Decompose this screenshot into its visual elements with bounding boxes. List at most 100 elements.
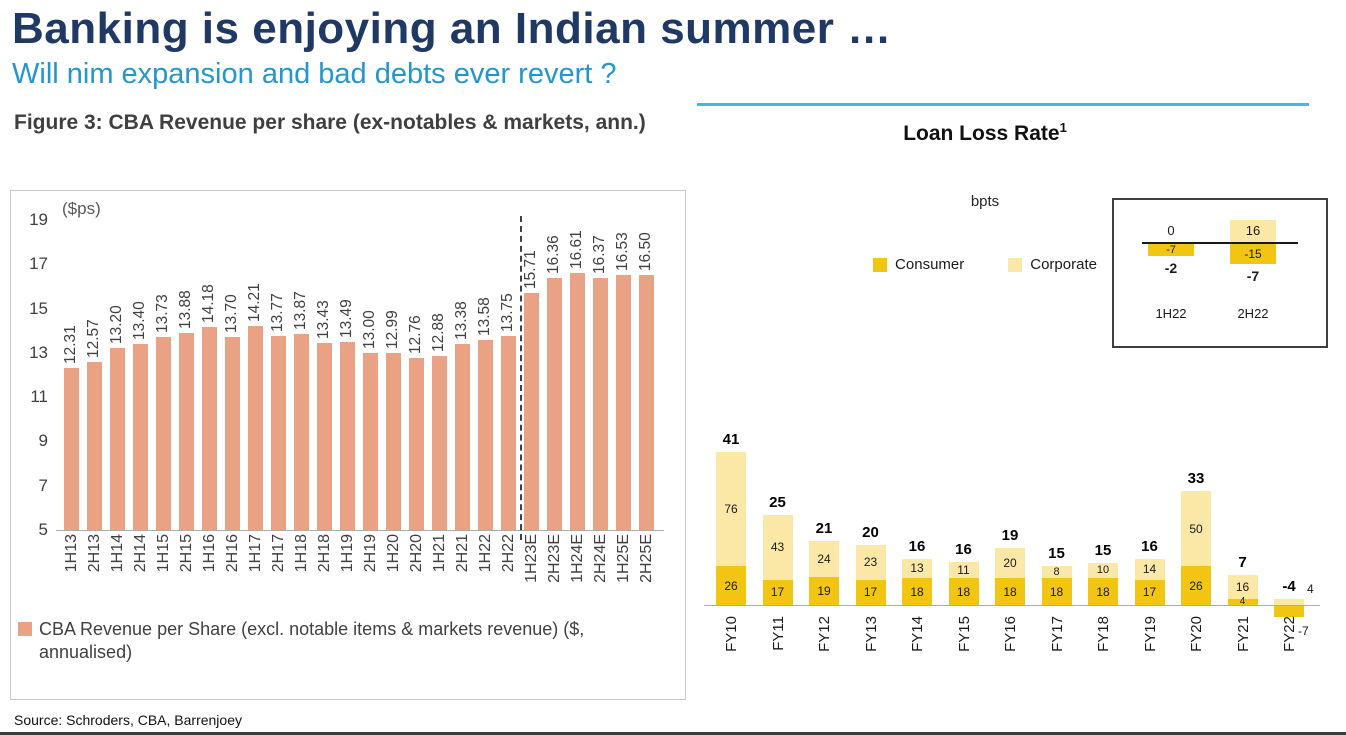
y-axis-unit-label: ($ps): [62, 199, 101, 218]
page-subtitle: Will nim expansion and bad debts ever re…: [12, 58, 617, 90]
slide-bottom-border: [0, 732, 1346, 735]
revenue-bar: [64, 368, 79, 530]
revenue-bar: [547, 278, 562, 530]
halfyear-axis-label: 1H18: [293, 534, 310, 573]
corporate-bar-segment: [762, 515, 793, 580]
fy-axis-label: FY10: [723, 616, 740, 652]
halfyear-inset-panel: 0 16 -7 -15 -2 -7 1H22 2H22: [1112, 198, 1328, 348]
halfyear-axis-label: 1H24E: [569, 534, 586, 583]
bar-value-label: 13.88: [177, 290, 194, 330]
estimates-divider-line: [520, 216, 522, 540]
halfyear-axis-label: 2H15: [178, 534, 195, 573]
consumer-bar-segment: [948, 578, 979, 605]
halfyear-axis-label: 1H20: [385, 534, 402, 573]
fy-axis-label: FY15: [955, 616, 973, 652]
page-title: Banking is enjoying an Indian summer …: [12, 4, 892, 53]
consumer-bar-segment: [1134, 579, 1165, 605]
halfyear-axis-label: 2H17: [270, 534, 287, 573]
revenue-bar: [616, 274, 631, 530]
y-axis-tick-label: 7: [38, 475, 48, 495]
corporate-bar-segment: [902, 558, 932, 578]
section-divider-line: [697, 103, 1309, 106]
revenue-bar: [248, 326, 263, 530]
legend-label-corporate: Corporate: [1030, 256, 1097, 273]
consumer-value-label: 18: [1096, 584, 1110, 599]
fy-axis-label: FY20: [1188, 616, 1205, 652]
revenue-bar: [501, 336, 516, 530]
source-text: Source: Schroders, CBA, Barrenjoey: [14, 712, 242, 728]
bar-value-label: 13.38: [453, 301, 470, 341]
revenue-bar: [409, 358, 424, 530]
halfyear-axis-label: 1H22: [477, 534, 494, 573]
revenue-bar: [524, 292, 539, 530]
revenue-bar: [432, 355, 447, 530]
halfyear-axis-label: 2H19: [362, 534, 379, 573]
consumer-bar-segment: [855, 579, 886, 605]
total-value-label: 20: [862, 524, 879, 541]
bar-value-label: 13.73: [154, 293, 171, 333]
corporate-value-label: 11: [957, 562, 970, 577]
corporate-bar-segment: [1088, 563, 1118, 578]
bar-value-label: 16.53: [614, 231, 631, 271]
revenue-bar: [317, 343, 332, 530]
consumer-bar-segment: [1041, 578, 1072, 605]
revenue-bar: [340, 342, 355, 530]
consumer-value-label: 26: [724, 578, 738, 593]
bar-value-label: 16.61: [568, 230, 585, 269]
consumer-bar-segment: [762, 579, 793, 605]
consumer-bar-segment: [902, 578, 932, 605]
consumer-value-label: -7: [1298, 623, 1309, 638]
halfyear-axis-label: 2H14: [132, 534, 149, 573]
y-axis-tick-label: 11: [30, 387, 48, 407]
revenue-bar: [156, 336, 171, 530]
corporate-value-label: 14: [1142, 562, 1157, 576]
halfyear-axis-label: 1H13: [63, 534, 80, 573]
revenue-bar: [179, 333, 194, 530]
halfyear-axis-label: 1H19: [339, 534, 356, 573]
revenue-bar: [593, 278, 608, 530]
bar-value-label: 13.40: [131, 301, 148, 340]
legend-item-consumer: Consumer: [873, 256, 964, 273]
corporate-value-label: 10: [1096, 564, 1110, 576]
bar-value-label: 13.58: [476, 297, 493, 336]
fy-axis-label: FY19: [1141, 616, 1159, 652]
halfyear-axis-label: 2H23E: [546, 534, 563, 583]
corporate-value-label: 4: [1307, 582, 1314, 596]
total-value-label: -4: [1282, 578, 1296, 595]
consumer-bar-segment: [1088, 578, 1118, 605]
corporate-value-label: 24: [817, 551, 831, 566]
bar-value-label: 13.43: [315, 300, 332, 340]
revenue-bar: [202, 326, 217, 530]
bar-value-label: 12.57: [85, 319, 102, 359]
bar-value-label: 13.75: [499, 293, 516, 333]
inset-corporate-2h22: 16: [1230, 220, 1276, 242]
legend-swatch-corporate: [1008, 257, 1023, 272]
total-value-label: 33: [1187, 470, 1205, 487]
consumer-value-label: 18: [956, 584, 971, 599]
halfyear-axis-label: 1H23E: [523, 534, 540, 583]
footnote-marker: 1: [1059, 120, 1067, 135]
total-value-label: 15: [1048, 545, 1065, 562]
revenue-bar: [478, 340, 493, 530]
consumer-value-label: 26: [1189, 578, 1203, 593]
inset-corporate-1h22: 0: [1167, 223, 1175, 238]
y-axis-tick-label: 13: [29, 342, 48, 362]
fy-axis-label: FY16: [1002, 616, 1019, 652]
consumer-value-label: 4: [1239, 596, 1246, 607]
consumer-value-label: 17: [863, 585, 878, 600]
bar-value-label: 12.76: [407, 315, 424, 355]
corporate-value-label: 8: [1053, 565, 1060, 578]
corporate-bar-segment: [809, 540, 839, 577]
corporate-value-label: 50: [1189, 521, 1203, 536]
loan-loss-title-text: Loan Loss Rate: [903, 122, 1060, 145]
total-value-label: 16: [908, 537, 926, 555]
inset-consumer-1h22: -7: [1148, 244, 1194, 256]
corporate-value-label: 23: [863, 555, 878, 570]
figure3-legend: CBA Revenue per Share (excl. notable ite…: [18, 618, 670, 663]
halfyear-axis-label: 2H22: [500, 534, 517, 573]
corporate-value-label: 16: [1235, 580, 1250, 594]
bar-value-label: 16.36: [545, 235, 562, 275]
legend-swatch-revenue: [18, 622, 32, 636]
inset-consumer-2h22: -15: [1230, 244, 1276, 264]
fy-axis-label: FY14: [909, 616, 926, 652]
